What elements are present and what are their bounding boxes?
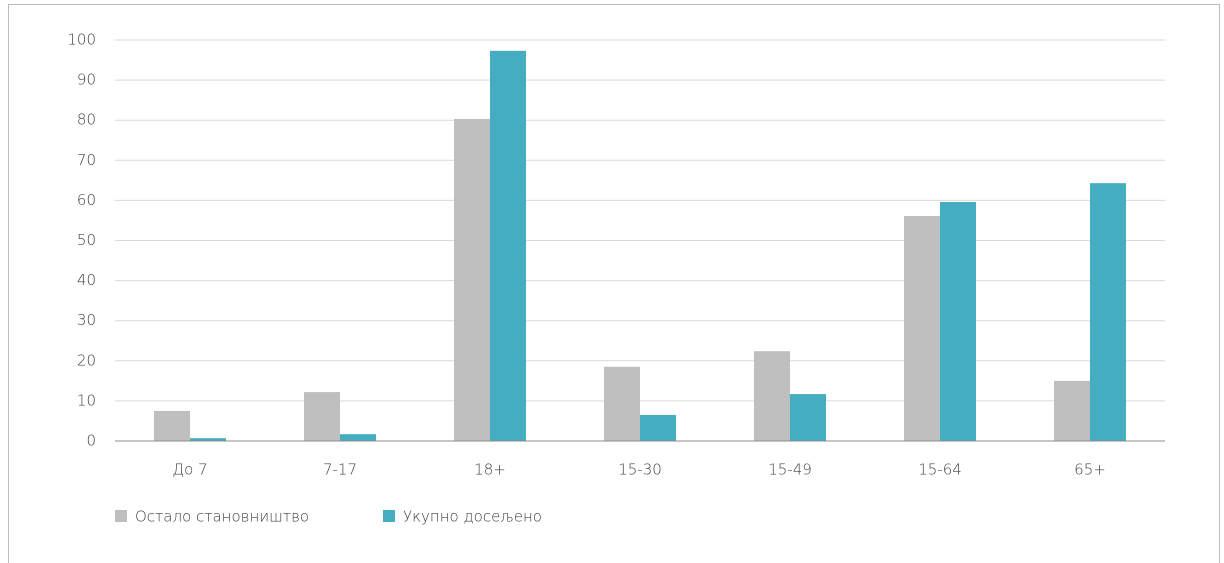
y-tick-label: 50 <box>77 231 96 249</box>
y-tick-label: 60 <box>77 191 96 209</box>
bar <box>940 202 976 441</box>
frame <box>8 4 1220 563</box>
y-tick-label: 70 <box>77 151 96 169</box>
y-tick-label: 100 <box>67 31 96 49</box>
legend-label: Остало становништво <box>135 508 309 526</box>
bar <box>340 434 376 441</box>
bar <box>304 392 340 441</box>
x-tick-label: До 7 <box>172 461 207 479</box>
x-tick-label: 15-64 <box>918 461 962 479</box>
legend-swatch <box>383 510 395 522</box>
bar <box>904 216 940 441</box>
y-tick-label: 40 <box>77 271 96 289</box>
y-tick-label: 80 <box>77 111 96 129</box>
bar <box>1090 183 1126 442</box>
x-tick-label: 18+ <box>474 461 506 479</box>
x-tick-label: 7-17 <box>323 461 357 479</box>
y-tick-label: 0 <box>86 432 96 450</box>
bar <box>790 394 826 441</box>
bar <box>190 438 226 441</box>
bar <box>640 414 676 441</box>
legend-swatch <box>115 510 127 522</box>
bar <box>454 118 490 441</box>
y-tick-label: 20 <box>77 351 96 369</box>
bar <box>1054 380 1090 441</box>
bar <box>754 351 790 441</box>
x-tick-label: 15-30 <box>618 461 662 479</box>
bar <box>604 366 640 441</box>
bar <box>154 410 190 441</box>
x-tick-label: 65+ <box>1074 461 1106 479</box>
x-tick-label: 15-49 <box>768 461 812 479</box>
y-tick-label: 30 <box>77 311 96 329</box>
legend-label: Укупно досељено <box>403 508 542 526</box>
y-tick-label: 10 <box>77 391 96 409</box>
bar <box>490 50 526 442</box>
y-tick-label: 90 <box>77 71 96 89</box>
